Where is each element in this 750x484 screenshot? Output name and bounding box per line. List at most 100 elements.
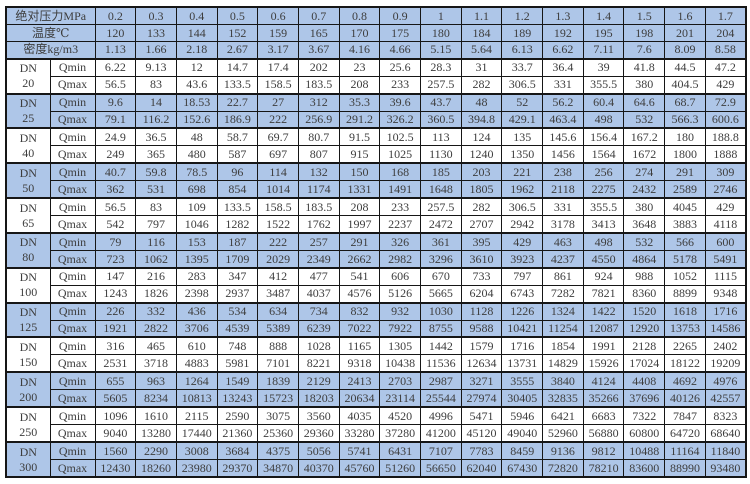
dn-size-label: 80 <box>22 250 35 265</box>
qmin-value-cell: 102.5 <box>379 127 422 147</box>
qmax-value-cell: 362 <box>94 180 137 199</box>
qmax-label-cell: Qmax <box>49 215 96 234</box>
temperature-row-value-cell: 192 <box>542 23 584 42</box>
qmin-value-cell: 1716 <box>704 301 747 321</box>
qmax-value-cell: 429 <box>704 75 747 95</box>
qmin-value-cell: 2402 <box>704 336 747 356</box>
dn-25-size-cell: DN 25 <box>5 92 51 129</box>
qmin-value-cell: 79 <box>94 231 137 251</box>
qmin-value-cell: 412 <box>257 266 299 286</box>
qmin-label-cell: Qmin <box>49 336 96 356</box>
qmax-label-cell: Qmax <box>49 458 96 478</box>
qmin-value-cell: 7322 <box>623 406 666 426</box>
density-row-value-cell: 5.64 <box>460 40 503 60</box>
qmin-value-cell: 3555 <box>501 371 544 391</box>
qmin-value-cell: 436 <box>175 301 218 321</box>
qmin-value-cell: 5741 <box>338 440 381 460</box>
qmin-value-cell: 606 <box>379 266 422 286</box>
qmin-value-cell: 4035 <box>338 406 381 426</box>
qmin-value-cell: 64.6 <box>623 92 666 112</box>
qmin-value-cell: 40.7 <box>94 162 137 182</box>
qmax-value-cell: 10813 <box>175 389 218 408</box>
qmin-value-cell: 23 <box>338 57 381 77</box>
qmax-value-cell: 1672 <box>623 145 666 164</box>
qmax-label-cell: Qmax <box>49 284 96 304</box>
qmin-value-cell: 610 <box>175 336 218 356</box>
qmax-value-cell: 1962 <box>501 180 544 199</box>
qmax-value-cell: 1762 <box>297 215 340 234</box>
temperature-row-value-cell: 204 <box>704 23 747 42</box>
qmax-value-cell: 13280 <box>135 424 177 443</box>
qmax-value-cell: 8360 <box>623 284 666 304</box>
qmax-label-cell: Qmax <box>49 354 96 373</box>
qmax-value-cell: 3923 <box>501 249 544 269</box>
qmax-value-cell: 56.5 <box>94 75 137 95</box>
density-row-value-cell: 2.67 <box>216 40 259 60</box>
dn-20-qmin-row: DN 20 Qmin 6.22 9.13 12 14.7 17.4 202 23 25.6 28.3 3… <box>5 57 747 95</box>
qmin-value-cell: 1028 <box>297 336 340 356</box>
qmax-value-cell: 64720 <box>664 424 706 443</box>
qmax-value-cell: 21360 <box>216 424 259 443</box>
qmin-value-cell: 39.6 <box>379 92 422 112</box>
qmax-value-cell: 380 <box>623 75 666 95</box>
qmax-value-cell: 52960 <box>542 424 584 443</box>
qmax-value-cell: 49040 <box>501 424 544 443</box>
qmin-value-cell: 380 <box>623 197 666 217</box>
pressure-row-value-cell: 1 <box>420 5 462 25</box>
qmin-value-cell: 5471 <box>460 406 503 426</box>
qmin-value-cell: 331 <box>542 197 584 217</box>
dn-size-label: 125 <box>19 320 38 335</box>
qmin-label-cell: Qmin <box>49 162 96 182</box>
qmax-value-cell: 37696 <box>623 389 666 408</box>
qmin-value-cell: 14.7 <box>216 57 259 77</box>
qmax-value-cell: 5491 <box>704 249 747 269</box>
qmax-value-cell: 5981 <box>216 354 259 373</box>
qmax-value-cell: 1014 <box>257 180 299 199</box>
qmin-value-cell: 2129 <box>297 371 340 391</box>
qmax-value-cell: 14829 <box>542 354 584 373</box>
density-row-value-cell: 7.6 <box>623 40 666 60</box>
qmin-value-cell: 72.9 <box>704 92 747 112</box>
qmin-value-cell: 9.6 <box>94 92 137 112</box>
qmax-value-cell: 56650 <box>420 458 462 478</box>
qmax-value-cell: 9588 <box>460 319 503 338</box>
qmax-value-cell: 13731 <box>501 354 544 373</box>
qmin-value-cell: 153 <box>175 231 218 251</box>
qmax-value-cell: 23114 <box>379 389 422 408</box>
qmin-value-cell: 2290 <box>135 440 177 460</box>
qmax-value-cell: 5605 <box>94 389 137 408</box>
qmin-value-cell: 1305 <box>379 336 422 356</box>
dn-125-qmin-row: DN 125 Qmin 226 332 436 534 634 734 832 932 1030 112… <box>5 301 747 338</box>
qmin-value-cell: 861 <box>542 266 584 286</box>
qmax-label-cell: Qmax <box>49 180 96 199</box>
qmax-value-cell: 29370 <box>216 458 259 478</box>
qmin-label-cell: Qmin <box>49 266 96 286</box>
qmin-value-cell: 7107 <box>420 440 462 460</box>
qmax-value-cell: 463.4 <box>542 110 584 129</box>
qmax-value-cell: 282 <box>460 75 503 95</box>
qmin-value-cell: 291 <box>338 231 381 251</box>
qmin-value-cell: 1579 <box>460 336 503 356</box>
qmax-value-cell: 2472 <box>420 215 462 234</box>
qmax-value-cell: 306.5 <box>501 75 544 95</box>
qmin-value-cell: 28.3 <box>420 57 462 77</box>
qmin-value-cell: 168 <box>379 162 422 182</box>
qmax-value-cell: 222 <box>257 110 299 129</box>
qmax-value-cell: 2118 <box>542 180 584 199</box>
qmax-value-cell: 429.1 <box>501 110 544 129</box>
dn-150-size-cell: DN 150 <box>5 336 51 373</box>
qmax-value-cell: 15723 <box>257 389 299 408</box>
qmin-value-cell: 6683 <box>582 406 625 426</box>
qmax-value-cell: 45760 <box>338 458 381 478</box>
qmax-value-cell: 1522 <box>257 215 299 234</box>
steam-flow-rate-table: 绝对压力MPa 0.2 0.3 0.4 0.5 0.6 0.7 0.8 0.9 1 1.1 1.2 1.… <box>5 5 748 478</box>
dn-40-qmax-row: Qmax 249 365 480 587 697 807 915 1025 1130 1240 135… <box>6 145 747 164</box>
qmin-value-cell: 203 <box>460 162 503 182</box>
density-row-value-cell: 8.09 <box>664 40 706 60</box>
qmin-value-cell: 1096 <box>94 406 137 426</box>
qmin-value-cell: 1052 <box>664 266 706 286</box>
temperature-row-value-cell: 201 <box>664 23 706 42</box>
dn-125-qmax-row: Qmax 1921 2822 3706 4539 5389 6239 7022 7922 8755… <box>6 319 747 338</box>
qmin-label-cell: Qmin <box>49 406 96 426</box>
